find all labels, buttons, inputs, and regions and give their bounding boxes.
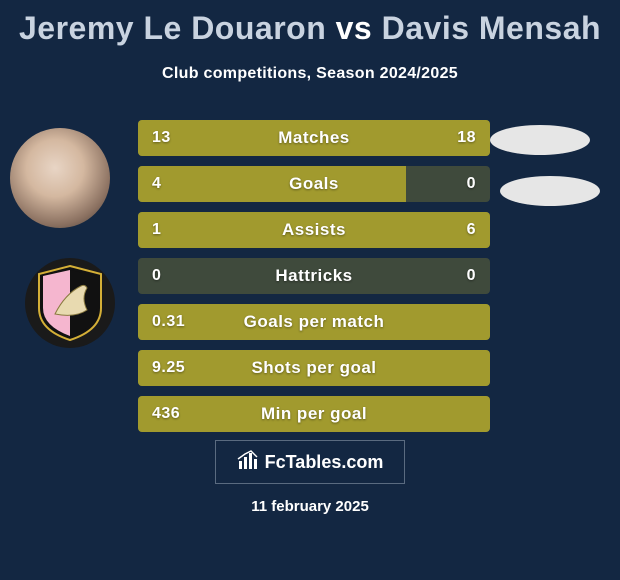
subtitle: Club competitions, Season 2024/2025 [0, 65, 620, 83]
stat-row: 1Assists6 [138, 212, 490, 248]
stat-value-right: 0 [410, 175, 490, 193]
stat-value-left: 1 [138, 221, 218, 239]
stat-label: Matches [218, 128, 410, 148]
stat-label: Assists [218, 220, 410, 240]
stat-label: Shots per goal [218, 358, 410, 378]
stat-value-left: 0.31 [138, 313, 218, 331]
stat-value-left: 436 [138, 405, 218, 423]
player2-indicator-ellipse [500, 176, 600, 206]
bar-chart-icon [237, 449, 259, 476]
stat-value-left: 0 [138, 267, 218, 285]
stat-value-right: 18 [410, 129, 490, 147]
stat-row: 0Hattricks0 [138, 258, 490, 294]
vs-text: vs [336, 10, 373, 46]
stat-label: Goals [218, 174, 410, 194]
player1-avatar [10, 128, 110, 228]
stats-rows: 13Matches184Goals01Assists60Hattricks00.… [138, 120, 490, 442]
stat-value-right: 6 [410, 221, 490, 239]
stat-value-left: 13 [138, 129, 218, 147]
footer-logo[interactable]: FcTables.com [215, 440, 405, 484]
comparison-title: Jeremy Le Douaron vs Davis Mensah [0, 0, 620, 47]
stat-value-right: 0 [410, 267, 490, 285]
stat-label: Hattricks [218, 266, 410, 286]
footer-date: 11 february 2025 [251, 498, 369, 515]
player1-name: Jeremy Le Douaron [19, 10, 326, 46]
stat-value-left: 9.25 [138, 359, 218, 377]
stat-row: 0.31Goals per match [138, 304, 490, 340]
footer-logo-text: FcTables.com [265, 452, 384, 473]
player1-indicator-ellipse [490, 125, 590, 155]
player2-club-crest [25, 258, 115, 348]
club-crest-icon [35, 264, 105, 342]
stat-label: Goals per match [218, 312, 410, 332]
stat-row: 436Min per goal [138, 396, 490, 432]
stat-row: 4Goals0 [138, 166, 490, 202]
stat-row: 9.25Shots per goal [138, 350, 490, 386]
stat-value-left: 4 [138, 175, 218, 193]
player2-name: Davis Mensah [382, 10, 601, 46]
stat-label: Min per goal [218, 404, 410, 424]
stat-row: 13Matches18 [138, 120, 490, 156]
